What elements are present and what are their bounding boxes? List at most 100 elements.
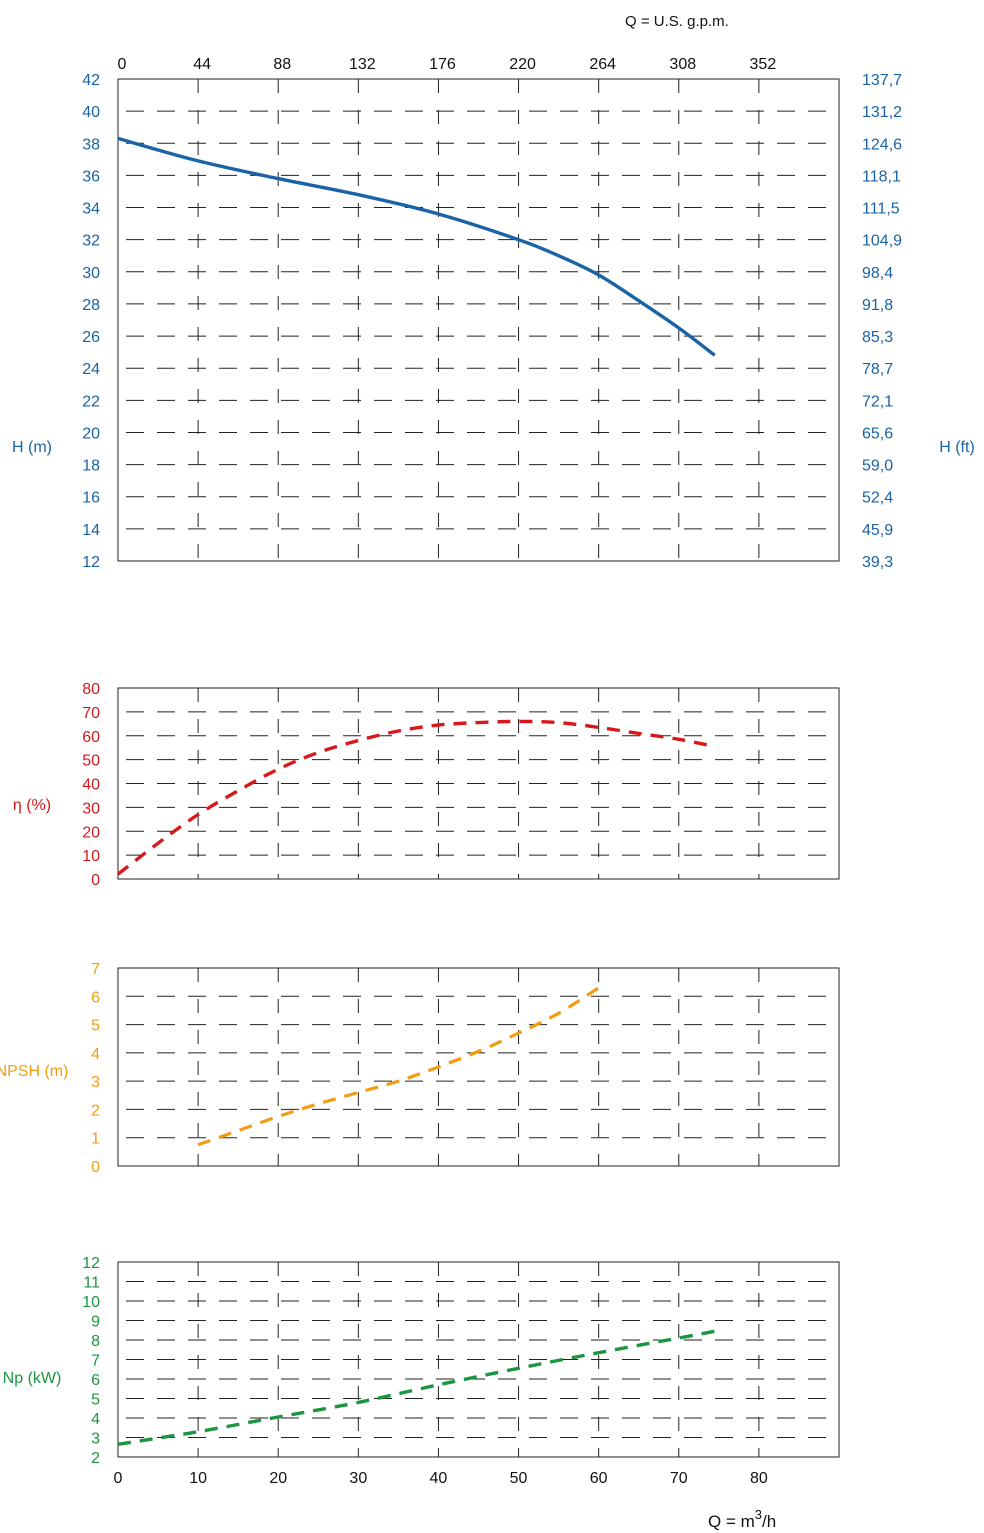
efficiency-curve xyxy=(116,719,716,876)
top-axis-ticks: 0 44 88 132 176 220 264 308 352 xyxy=(118,56,777,73)
head-y-tick-label-right: 111,5 xyxy=(862,201,900,218)
head-y-axis-label-right: H (ft) xyxy=(939,439,975,456)
efficiency-y-axis-label: η (%) xyxy=(13,797,51,814)
bottom-axis-tick-label: 70 xyxy=(670,1470,688,1487)
bottom-axis-tick-label: 10 xyxy=(189,1470,207,1487)
power-y-tick-label: 10 xyxy=(82,1294,100,1311)
head-y-tick-label: 22 xyxy=(82,393,100,410)
bottom-axis-tick-label: 50 xyxy=(510,1470,528,1487)
head-y-tick-label-right: 45,9 xyxy=(862,522,893,539)
top-axis-tick-label: 132 xyxy=(349,56,376,73)
bottom-axis-tick-label: 30 xyxy=(349,1470,367,1487)
head-y-tick-label-right: 104,9 xyxy=(862,233,902,250)
bottom-axis-tick-label: 60 xyxy=(590,1470,608,1487)
top-axis-tick-label: 308 xyxy=(669,56,696,73)
bottom-axis-tick-label: 40 xyxy=(430,1470,448,1487)
head-y-axis-label: H (m) xyxy=(12,439,52,456)
head-y-tick-label: 40 xyxy=(82,104,100,121)
power-y-tick-label: 3 xyxy=(91,1431,100,1448)
head-y-tick-label-right: 98,4 xyxy=(862,265,893,282)
bottom-axis-label-suffix: /h xyxy=(762,1512,776,1531)
head-y-tick-label: 24 xyxy=(82,361,100,378)
npsh-y-tick-label: 4 xyxy=(91,1046,100,1063)
head-y-tick-label: 32 xyxy=(82,233,100,250)
npsh-y-tick-label: 1 xyxy=(91,1131,100,1148)
efficiency-plot-frame xyxy=(117,687,840,880)
head-y-tick-label: 26 xyxy=(82,329,100,346)
npsh-y-tick-label: 7 xyxy=(91,961,100,978)
head-panel: 12 14 16 18 20 22 24 26 28 30 32 34 36 38 40 42 39,3 45,9… xyxy=(12,72,975,571)
head-y-tick-label-right: 137,7 xyxy=(862,72,902,89)
efficiency-y-tick-label: 70 xyxy=(82,705,100,722)
efficiency-y-tick-label: 40 xyxy=(82,777,100,794)
efficiency-y-tick-label: 50 xyxy=(82,753,100,770)
head-y-tick-label-right: 131,2 xyxy=(862,104,902,121)
power-y-tick-label: 5 xyxy=(91,1392,100,1409)
npsh-y-tick-label: 2 xyxy=(91,1102,100,1119)
bottom-axis-tick-label: 0 xyxy=(114,1470,123,1487)
efficiency-y-tick-label: 30 xyxy=(82,800,100,817)
head-y-tick-label: 28 xyxy=(82,297,100,314)
top-axis-label: Q = U.S. g.p.m. xyxy=(625,13,729,30)
head-y-tick-label-right: 91,8 xyxy=(862,297,893,314)
npsh-plot-frame xyxy=(117,967,840,1167)
head-y-tick-label-right: 72,1 xyxy=(862,393,893,410)
panels-layer: 1214161820222426283032343638404239,345,9… xyxy=(0,72,975,1467)
power-y-tick-label: 2 xyxy=(91,1450,100,1467)
head-y-tick-label: 14 xyxy=(82,522,100,539)
npsh-panel: 0 1 2 3 4 5 6 7 NPSH (m) xyxy=(0,961,840,1176)
npsh-y-tick-label: 3 xyxy=(91,1074,100,1091)
head-y-tick-label-right: 59,0 xyxy=(862,458,893,475)
head-y-tick-label-right: 78,7 xyxy=(862,361,893,378)
top-axis-tick-label: 220 xyxy=(509,56,536,73)
power-curve xyxy=(117,1329,716,1446)
head-y-tick-label-right: 118,1 xyxy=(862,168,901,185)
bottom-axis-label-sup: 3 xyxy=(755,1507,762,1522)
head-y-tick-label: 12 xyxy=(82,554,100,571)
head-y-tick-label: 30 xyxy=(82,265,100,282)
npsh-y-tick-label: 0 xyxy=(91,1159,100,1176)
head-y-tick-label: 36 xyxy=(82,168,100,185)
power-y-tick-label: 7 xyxy=(91,1353,100,1370)
top-axis-tick-label: 88 xyxy=(273,56,291,73)
power-plot-frame xyxy=(117,1261,840,1458)
head-y-tick-label: 38 xyxy=(82,136,100,153)
power-y-tick-label: 11 xyxy=(83,1275,100,1292)
head-y-tick-label-right: 85,3 xyxy=(862,329,893,346)
head-plot-frame xyxy=(117,78,840,562)
head-y-tick-label-right: 124,6 xyxy=(862,136,902,153)
bottom-axis-tick-label: 80 xyxy=(750,1470,768,1487)
npsh-curve xyxy=(197,986,600,1147)
top-axis-tick-label: 0 xyxy=(118,56,127,73)
power-y-tick-label: 9 xyxy=(91,1314,100,1331)
bottom-axis-tick-label: 20 xyxy=(269,1470,287,1487)
efficiency-y-tick-label: 80 xyxy=(82,681,100,698)
head-y-tick-label: 34 xyxy=(82,201,100,218)
npsh-y-tick-label: 5 xyxy=(91,1018,100,1035)
head-y-tick-label: 16 xyxy=(82,490,100,507)
power-y-axis-label: Np (kW) xyxy=(3,1370,62,1387)
head-y-tick-label: 18 xyxy=(82,458,100,475)
efficiency-y-tick-label: 10 xyxy=(82,848,100,865)
power-panel: 2 3 4 5 6 7 8 9 10 11 12 Np (kW) xyxy=(3,1255,840,1467)
power-y-tick-label: 6 xyxy=(91,1372,100,1389)
head-y-tick-label-right: 65,6 xyxy=(862,425,893,442)
efficiency-panel: 0 10 20 30 40 50 60 70 80 η (%) xyxy=(13,681,840,889)
head-y-tick-label: 20 xyxy=(82,425,100,442)
efficiency-y-tick-label: 20 xyxy=(82,824,100,841)
bottom-axis-label-prefix: Q = m xyxy=(708,1512,755,1531)
head-curve xyxy=(117,136,716,357)
top-axis-tick-label: 352 xyxy=(750,56,777,73)
top-axis-tick-label: 44 xyxy=(193,56,211,73)
npsh-y-tick-label: 6 xyxy=(91,989,100,1006)
head-y-tick-label: 42 xyxy=(82,72,100,89)
top-axis-tick-label: 264 xyxy=(589,56,616,73)
power-y-tick-label: 4 xyxy=(91,1411,100,1428)
top-axis-tick-label: 176 xyxy=(429,56,456,73)
power-y-tick-label: 12 xyxy=(82,1255,100,1272)
bottom-axis-ticks: 0 10 20 30 40 50 60 70 80 xyxy=(114,1470,768,1487)
head-y-tick-label-right: 39,3 xyxy=(862,554,893,571)
head-y-tick-label-right: 52,4 xyxy=(862,490,893,507)
power-y-tick-label: 8 xyxy=(91,1333,100,1350)
